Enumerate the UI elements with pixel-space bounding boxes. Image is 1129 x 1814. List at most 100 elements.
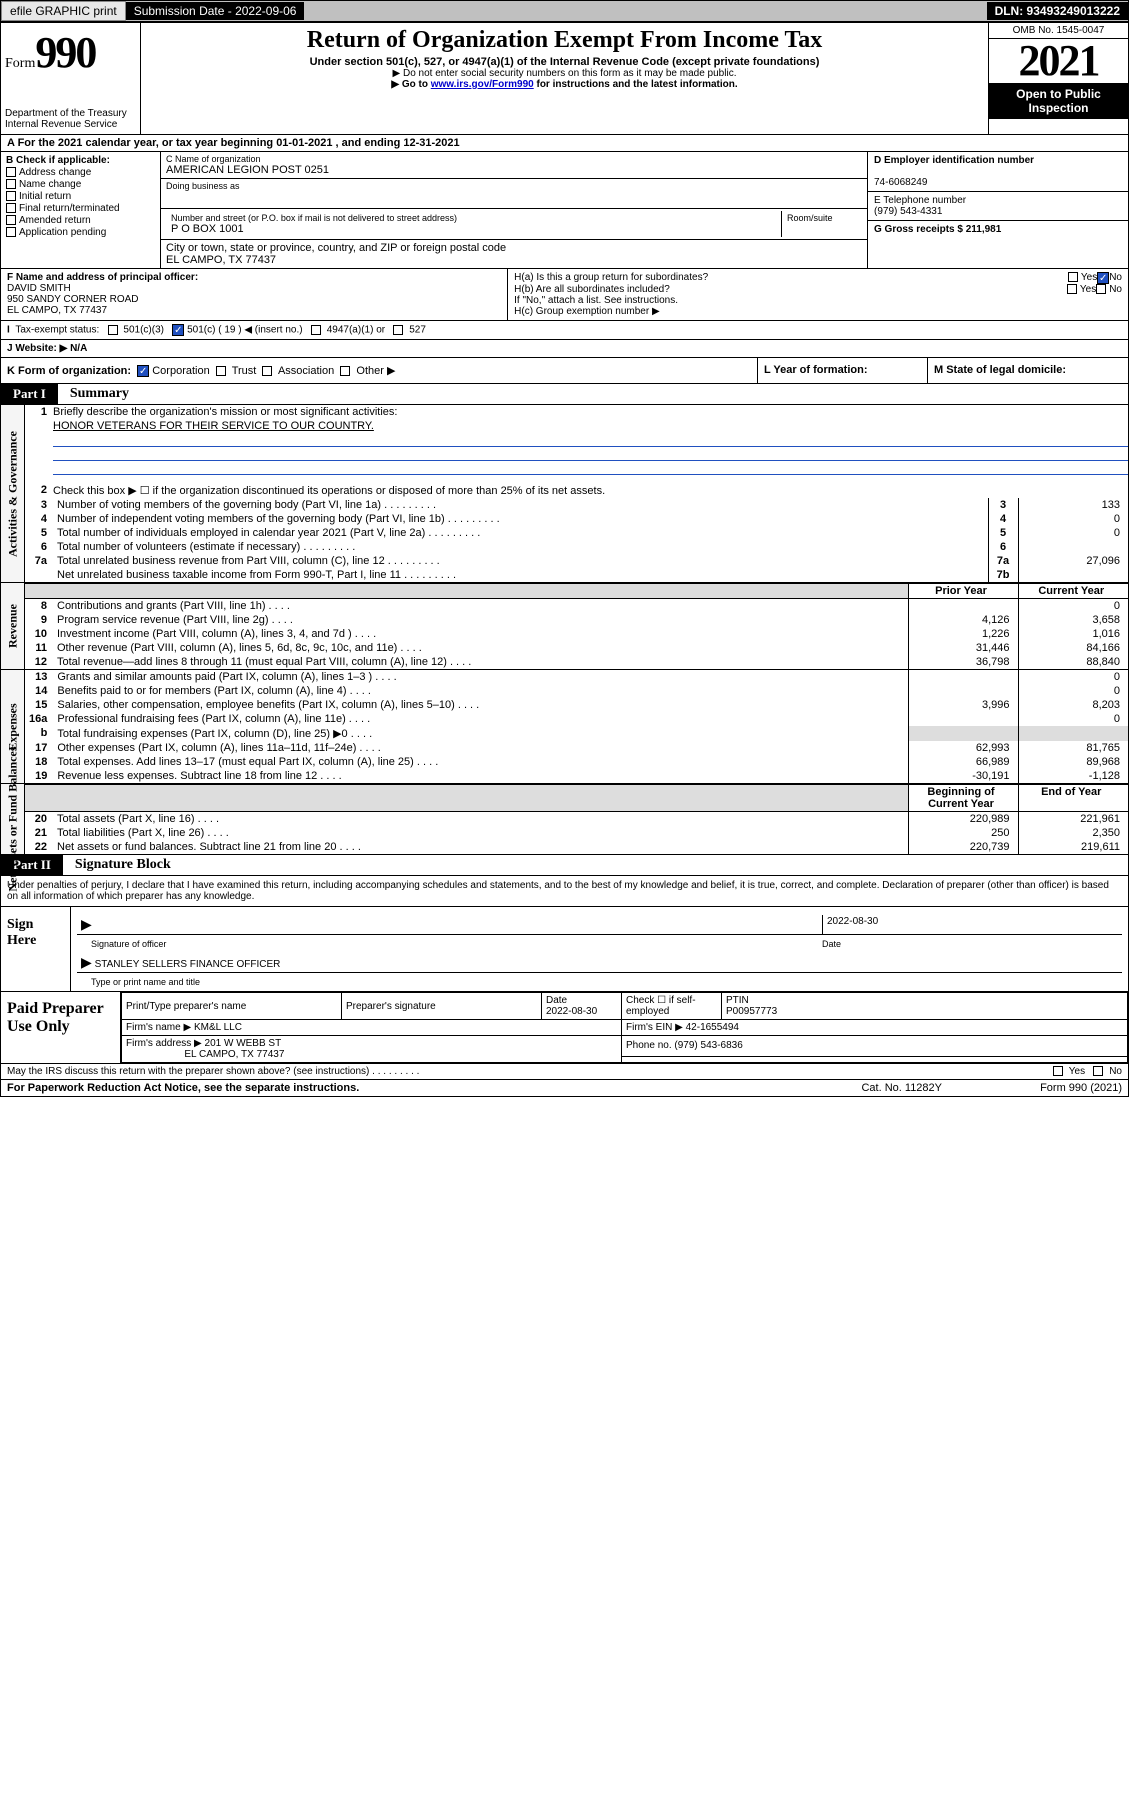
arrow-icon: ▶ bbox=[81, 916, 92, 932]
col-k: K Form of organization: ✓ Corporation Tr… bbox=[1, 358, 758, 383]
prior-year-hdr: Prior Year bbox=[908, 584, 1018, 599]
table-row: 13Grants and similar amounts paid (Part … bbox=[25, 670, 1128, 684]
expenses-table: 13Grants and similar amounts paid (Part … bbox=[25, 670, 1128, 783]
room-label: Room/suite bbox=[787, 213, 857, 223]
f-addr2: EL CAMPO, TX 77437 bbox=[7, 305, 107, 316]
table-row: 6Total number of volunteers (estimate if… bbox=[25, 540, 1128, 554]
hb-label: H(b) Are all subordinates included? bbox=[514, 284, 1067, 295]
name-label: C Name of organization bbox=[166, 154, 862, 164]
form-subtitle-2: ▶ Do not enter social security numbers o… bbox=[147, 68, 982, 79]
section-governance: Activities & Governance 1Briefly describ… bbox=[1, 405, 1128, 583]
checkbox-icon[interactable] bbox=[6, 203, 16, 213]
paid-preparer-block: Paid Preparer Use Only Print/Type prepar… bbox=[1, 992, 1128, 1063]
form-title: Return of Organization Exempt From Incom… bbox=[147, 27, 982, 54]
hc-label: H(c) Group exemption number ▶ bbox=[514, 306, 1122, 317]
paid-preparer-label: Paid Preparer Use Only bbox=[1, 992, 121, 1063]
firm-name: KM&L LLC bbox=[194, 1022, 242, 1033]
row-j: J Website: ▶ N/A bbox=[1, 340, 1128, 358]
check-app-pending: Application pending bbox=[19, 227, 106, 238]
checkbox-icon[interactable] bbox=[311, 325, 321, 335]
col-c: C Name of organization AMERICAN LEGION P… bbox=[161, 152, 868, 268]
firm-addr2: EL CAMPO, TX 77437 bbox=[184, 1049, 284, 1060]
checkbox-checked-icon[interactable]: ✓ bbox=[1097, 272, 1109, 284]
checkbox-checked-icon[interactable]: ✓ bbox=[137, 365, 149, 377]
f-label: F Name and address of principal officer: bbox=[7, 272, 198, 283]
row-f-h: F Name and address of principal officer:… bbox=[1, 269, 1128, 321]
firm-phone: (979) 543-6836 bbox=[674, 1040, 742, 1051]
checkbox-icon[interactable] bbox=[6, 167, 16, 177]
name-title-label: Type or print name and title bbox=[77, 977, 1122, 987]
form-footer: Form 990 (2021) bbox=[942, 1082, 1122, 1094]
vlabel-revenue: Revenue bbox=[1, 583, 25, 669]
end-year-hdr: End of Year bbox=[1018, 785, 1128, 812]
checkbox-icon[interactable] bbox=[340, 366, 350, 376]
arrow-icon: ▶ bbox=[81, 954, 92, 970]
firm-phone-label: Phone no. bbox=[626, 1040, 672, 1051]
table-row: 7aTotal unrelated business revenue from … bbox=[25, 554, 1128, 568]
phone-label: E Telephone number bbox=[874, 195, 966, 206]
sig-of-officer-label: Signature of officer bbox=[77, 939, 822, 949]
vlabel-governance: Activities & Governance bbox=[1, 405, 25, 582]
table-row: 17Other expenses (Part IX, column (A), l… bbox=[25, 741, 1128, 755]
checkbox-icon[interactable] bbox=[1067, 284, 1077, 294]
table-row: 22Net assets or fund balances. Subtract … bbox=[25, 840, 1128, 854]
k-label: K Form of organization: bbox=[7, 365, 131, 377]
mission-line bbox=[53, 447, 1128, 461]
q2-label: Check this box ▶ ☐ if the organization d… bbox=[53, 484, 1128, 497]
form-label: Form bbox=[5, 56, 35, 71]
table-row: Net unrelated business taxable income fr… bbox=[25, 568, 1128, 582]
f-addr1: 950 SANDY CORNER ROAD bbox=[7, 294, 139, 305]
checkbox-icon[interactable] bbox=[6, 179, 16, 189]
dln: DLN: 93493249013222 bbox=[987, 2, 1128, 20]
table-row: 16aProfessional fundraising fees (Part I… bbox=[25, 712, 1128, 726]
table-row: 11Other revenue (Part VIII, column (A), … bbox=[25, 641, 1128, 655]
checkbox-icon[interactable] bbox=[1053, 1066, 1063, 1076]
firm-addr1: 201 W WEBB ST bbox=[205, 1038, 282, 1049]
addr-value: P O BOX 1001 bbox=[171, 223, 776, 235]
efile-print-button[interactable]: efile GRAPHIC print bbox=[1, 1, 126, 21]
col-d: D Employer identification number 74-6068… bbox=[868, 152, 1128, 268]
checkbox-icon[interactable] bbox=[1068, 272, 1078, 282]
checkbox-icon[interactable] bbox=[6, 215, 16, 225]
header-right: OMB No. 1545-0047 2021 Open to Public In… bbox=[988, 23, 1128, 134]
check-amended: Amended return bbox=[19, 215, 91, 226]
table-row: 10Investment income (Part VIII, column (… bbox=[25, 627, 1128, 641]
part1-title: Summary bbox=[58, 384, 1128, 404]
table-row: 5Total number of individuals employed in… bbox=[25, 526, 1128, 540]
self-employed-check: Check ☐ if self-employed bbox=[622, 993, 722, 1020]
phone-value: (979) 543-4331 bbox=[874, 206, 942, 217]
checkbox-icon[interactable] bbox=[6, 191, 16, 201]
discuss-row: May the IRS discuss this return with the… bbox=[1, 1063, 1128, 1079]
gross-receipts: G Gross receipts $ 211,981 bbox=[874, 224, 1001, 235]
checkbox-icon[interactable] bbox=[393, 325, 403, 335]
paperwork-notice: For Paperwork Reduction Act Notice, see … bbox=[7, 1082, 861, 1094]
checkbox-icon[interactable] bbox=[1093, 1066, 1103, 1076]
checkbox-icon[interactable] bbox=[6, 227, 16, 237]
sign-date: 2022-08-30 bbox=[822, 915, 1122, 934]
preparer-table: Print/Type preparer's name Preparer's si… bbox=[121, 992, 1128, 1063]
firm-addr-label: Firm's address ▶ bbox=[126, 1038, 202, 1049]
table-row: 21Total liabilities (Part X, line 26)250… bbox=[25, 826, 1128, 840]
checkbox-icon[interactable] bbox=[108, 325, 118, 335]
ptin-hdr: PTIN bbox=[726, 995, 749, 1006]
row-i: I Tax-exempt status: 501(c)(3) ✓ 501(c) … bbox=[1, 321, 1128, 340]
ha-label: H(a) Is this a group return for subordin… bbox=[514, 272, 1068, 284]
prep-sig-hdr: Preparer's signature bbox=[342, 993, 542, 1020]
ein-label: D Employer identification number bbox=[874, 155, 1034, 166]
row-klm: K Form of organization: ✓ Corporation Tr… bbox=[1, 358, 1128, 384]
addr-label: Number and street (or P.O. box if mail i… bbox=[171, 213, 776, 223]
dba-label: Doing business as bbox=[166, 181, 862, 191]
checkbox-checked-icon[interactable]: ✓ bbox=[172, 324, 184, 336]
checkbox-icon[interactable] bbox=[216, 366, 226, 376]
city-value: EL CAMPO, TX 77437 bbox=[166, 254, 862, 266]
topbar: efile GRAPHIC print Submission Date - 20… bbox=[0, 0, 1129, 22]
checkbox-icon[interactable] bbox=[262, 366, 272, 376]
table-row: 18Total expenses. Add lines 13–17 (must … bbox=[25, 755, 1128, 769]
signature-declaration: Under penalties of perjury, I declare th… bbox=[1, 876, 1128, 907]
section-net-assets: Net Assets or Fund Balances Beginning of… bbox=[1, 784, 1128, 855]
block-bcd: B Check if applicable: Address change Na… bbox=[1, 152, 1128, 269]
bottom-footer: For Paperwork Reduction Act Notice, see … bbox=[1, 1079, 1128, 1096]
instructions-link[interactable]: www.irs.gov/Form990 bbox=[431, 79, 534, 90]
checkbox-icon[interactable] bbox=[1096, 284, 1106, 294]
f-name: DAVID SMITH bbox=[7, 283, 71, 294]
